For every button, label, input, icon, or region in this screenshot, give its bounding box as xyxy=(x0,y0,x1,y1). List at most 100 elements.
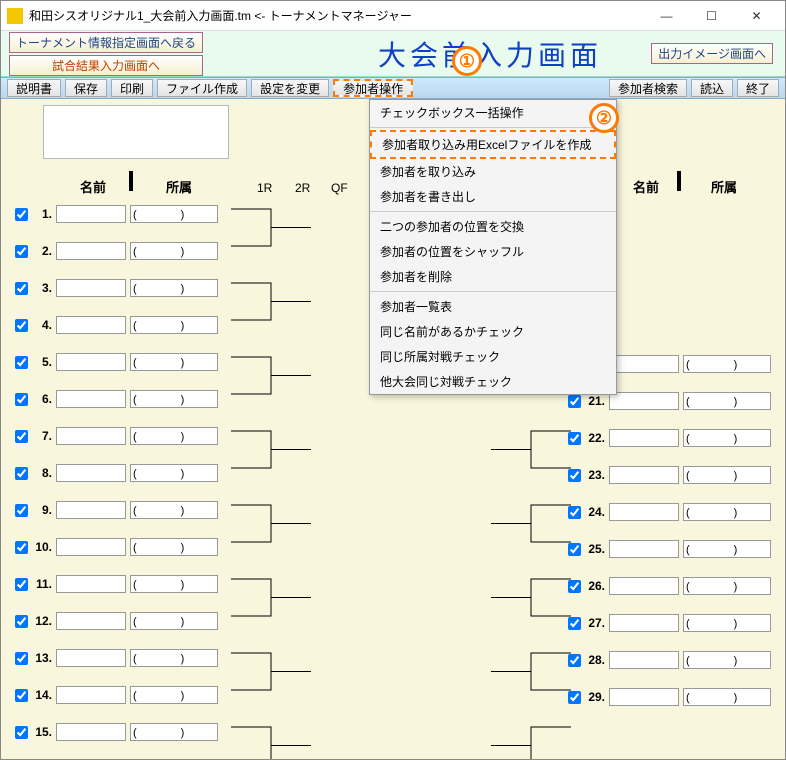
name-field[interactable] xyxy=(609,503,679,521)
aff-field[interactable]: ( ) xyxy=(683,503,771,521)
aff-field[interactable]: ( ) xyxy=(130,575,218,593)
aff-field[interactable]: ( ) xyxy=(130,427,218,445)
row-checkbox[interactable] xyxy=(568,469,581,482)
name-field[interactable] xyxy=(56,242,126,260)
aff-field[interactable]: ( ) xyxy=(683,355,771,373)
name-field[interactable] xyxy=(56,205,126,223)
row-checkbox[interactable] xyxy=(15,541,28,554)
name-field[interactable] xyxy=(56,390,126,408)
row-checkbox[interactable] xyxy=(15,208,28,221)
aff-field[interactable]: ( ) xyxy=(683,392,771,410)
menu-終了[interactable]: 終了 xyxy=(737,79,779,97)
aff-field[interactable]: ( ) xyxy=(130,649,218,667)
row-checkbox[interactable] xyxy=(15,393,28,406)
name-field[interactable] xyxy=(56,649,126,667)
maximize-button[interactable]: ☐ xyxy=(689,2,734,30)
aff-field[interactable]: ( ) xyxy=(683,651,771,669)
dropdown-item[interactable]: 参加者の位置をシャッフル xyxy=(370,239,616,264)
aff-field[interactable]: ( ) xyxy=(130,686,218,704)
row-checkbox[interactable] xyxy=(568,395,581,408)
row-checkbox[interactable] xyxy=(15,430,28,443)
row-checkbox[interactable] xyxy=(15,319,28,332)
dropdown-item[interactable]: 同じ名前があるかチェック xyxy=(370,319,616,344)
row-checkbox[interactable] xyxy=(15,578,28,591)
aff-field[interactable]: ( ) xyxy=(130,501,218,519)
name-field[interactable] xyxy=(56,427,126,445)
name-field[interactable] xyxy=(56,723,126,741)
to-result-input-button[interactable]: 試合結果入力画面へ xyxy=(9,55,203,76)
name-field[interactable] xyxy=(609,392,679,410)
row-checkbox[interactable] xyxy=(568,691,581,704)
aff-field[interactable]: ( ) xyxy=(130,205,218,223)
dropdown-item[interactable]: 参加者一覧表 xyxy=(370,294,616,319)
row-checkbox[interactable] xyxy=(568,432,581,445)
menu-ファイル作成[interactable]: ファイル作成 xyxy=(157,79,247,97)
row-checkbox[interactable] xyxy=(568,543,581,556)
name-field[interactable] xyxy=(56,538,126,556)
aff-field[interactable]: ( ) xyxy=(683,577,771,595)
row-checkbox[interactable] xyxy=(15,652,28,665)
name-field[interactable] xyxy=(609,651,679,669)
aff-field[interactable]: ( ) xyxy=(130,316,218,334)
back-to-info-button[interactable]: トーナメント情報指定画面へ戻る xyxy=(9,32,203,53)
row-checkbox[interactable] xyxy=(15,615,28,628)
menu-読込[interactable]: 読込 xyxy=(691,79,733,97)
row-checkbox[interactable] xyxy=(568,617,581,630)
name-field[interactable] xyxy=(56,316,126,334)
row-checkbox[interactable] xyxy=(15,356,28,369)
row-checkbox[interactable] xyxy=(15,504,28,517)
aff-field[interactable]: ( ) xyxy=(130,538,218,556)
aff-field[interactable]: ( ) xyxy=(683,466,771,484)
dropdown-item[interactable]: 二つの参加者の位置を交換 xyxy=(370,214,616,239)
name-field[interactable] xyxy=(56,686,126,704)
row-checkbox[interactable] xyxy=(568,654,581,667)
name-field[interactable] xyxy=(56,575,126,593)
name-field[interactable] xyxy=(56,279,126,297)
aff-field[interactable]: ( ) xyxy=(130,353,218,371)
name-field[interactable] xyxy=(609,577,679,595)
aff-field[interactable]: ( ) xyxy=(683,614,771,632)
name-field[interactable] xyxy=(609,540,679,558)
name-field[interactable] xyxy=(609,688,679,706)
aff-field[interactable]: ( ) xyxy=(683,688,771,706)
row-checkbox[interactable] xyxy=(15,245,28,258)
dropdown-item[interactable]: 他大会同じ対戦チェック xyxy=(370,369,616,394)
dropdown-item[interactable]: チェックボックス一括操作 xyxy=(370,100,616,125)
menu-設定を変更[interactable]: 設定を変更 xyxy=(251,79,329,97)
name-field[interactable] xyxy=(609,429,679,447)
close-button[interactable]: ✕ xyxy=(734,2,779,30)
dropdown-item[interactable]: 同じ所属対戦チェック xyxy=(370,344,616,369)
menu-印刷[interactable]: 印刷 xyxy=(111,79,153,97)
aff-field[interactable]: ( ) xyxy=(683,540,771,558)
aff-field[interactable]: ( ) xyxy=(130,464,218,482)
row-checkbox[interactable] xyxy=(568,580,581,593)
name-field[interactable] xyxy=(56,612,126,630)
menu-説明書[interactable]: 説明書 xyxy=(7,79,61,97)
output-image-button[interactable]: 出力イメージ画面へ xyxy=(651,43,773,64)
dropdown-item[interactable]: 参加者を取り込み xyxy=(370,159,616,184)
name-field[interactable] xyxy=(56,464,126,482)
name-field[interactable] xyxy=(609,466,679,484)
name-field[interactable] xyxy=(56,501,126,519)
menu-参加者検索[interactable]: 参加者検索 xyxy=(609,79,687,97)
name-field[interactable] xyxy=(56,353,126,371)
aff-field[interactable]: ( ) xyxy=(130,612,218,630)
name-field[interactable] xyxy=(609,355,679,373)
row-checkbox[interactable] xyxy=(15,467,28,480)
menu-保存[interactable]: 保存 xyxy=(65,79,107,97)
row-checkbox[interactable] xyxy=(568,506,581,519)
aff-field[interactable]: ( ) xyxy=(683,429,771,447)
minimize-button[interactable]: — xyxy=(644,2,689,30)
aff-field[interactable]: ( ) xyxy=(130,242,218,260)
aff-field[interactable]: ( ) xyxy=(130,723,218,741)
row-checkbox[interactable] xyxy=(15,726,28,739)
aff-field[interactable]: ( ) xyxy=(130,279,218,297)
aff-field[interactable]: ( ) xyxy=(130,390,218,408)
dropdown-item[interactable]: 参加者を削除 xyxy=(370,264,616,289)
dropdown-item[interactable]: 参加者を書き出し xyxy=(370,184,616,209)
name-field[interactable] xyxy=(609,614,679,632)
row-checkbox[interactable] xyxy=(15,282,28,295)
dropdown-item[interactable]: 参加者取り込み用Excelファイルを作成 xyxy=(370,130,616,159)
row-checkbox[interactable] xyxy=(15,689,28,702)
menu-参加者操作[interactable]: 参加者操作 xyxy=(333,79,413,97)
